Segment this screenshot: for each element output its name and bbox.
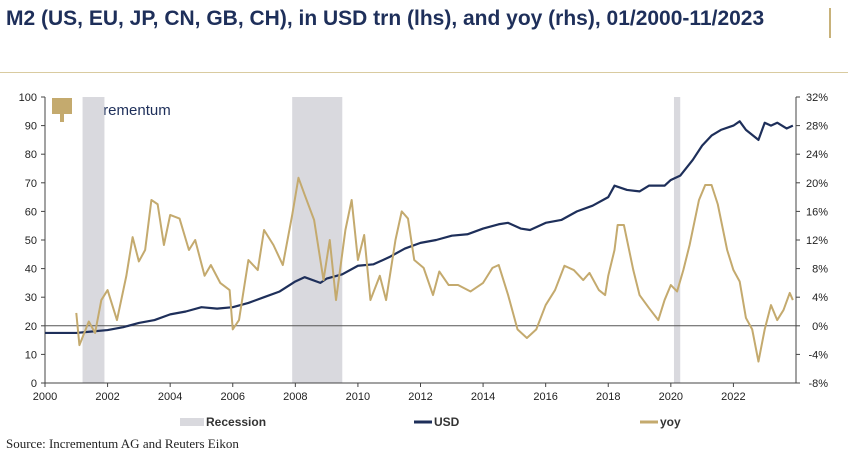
x-tick-label: 2012	[408, 391, 432, 403]
y-left-tick-label: 30	[25, 292, 37, 304]
title-divider	[0, 72, 848, 73]
x-tick-label: 2020	[659, 391, 683, 403]
source-note: Source: Incrementum AG and Reuters Eikon	[6, 436, 239, 451]
x-tick-label: 2008	[283, 391, 307, 403]
series-line-yoy	[75, 176, 794, 363]
legend-label: Recession	[206, 415, 266, 429]
x-tick-label: 2022	[721, 391, 745, 403]
chart: incrementum 0 10 20 30 40 50 60 70 80 90 100 -8% -4%…	[19, 92, 829, 429]
y-left-tick-label: 10	[25, 349, 37, 361]
title-accent-bar	[829, 8, 831, 38]
y-right-tick-label: 8%	[812, 264, 828, 276]
x-tick-label: 2016	[533, 391, 557, 403]
legend-label: USD	[434, 415, 460, 429]
recession-band	[673, 97, 681, 383]
y-right-tick-label: 12%	[806, 235, 828, 247]
y-left-tick-label: 90	[25, 121, 37, 133]
y-left-tick-label: 20	[25, 321, 37, 333]
recession-band	[82, 97, 105, 383]
y-right-tick-label: 28%	[806, 121, 828, 133]
x-tick-label: 2002	[95, 391, 119, 403]
legend-swatch-recession	[180, 418, 204, 426]
y-right-tick-label: 24%	[806, 149, 828, 161]
x-tick-label: 2018	[596, 391, 620, 403]
y-right-tick-label: 16%	[806, 206, 828, 218]
series-line-usd	[45, 120, 794, 335]
y-right-tick-label: 4%	[812, 292, 828, 304]
x-tick-label: 2006	[221, 391, 245, 403]
legend-label: yoy	[660, 415, 681, 429]
y-right-tick-label: 20%	[806, 178, 828, 190]
tree-icon	[52, 98, 72, 114]
y-left-tick-label: 50	[25, 235, 37, 247]
x-tick-label: 2004	[158, 391, 182, 403]
x-tick-label: 2014	[471, 391, 495, 403]
y-right-tick-label: 32%	[806, 92, 828, 104]
y-right-tick-label: -8%	[808, 378, 828, 390]
chart-title: M2 (US, EU, JP, CN, GB, CH), in USD trn …	[6, 7, 765, 30]
y-left-tick-label: 80	[25, 149, 37, 161]
logo-text: incrementum	[84, 102, 171, 119]
y-right-tick-label: -4%	[808, 349, 828, 361]
y-left-tick-label: 40	[25, 264, 37, 276]
y-left-tick-label: 60	[25, 206, 37, 218]
y-left-tick-label: 0	[31, 378, 37, 390]
y-left-tick-label: 100	[19, 92, 37, 104]
incrementum-logo: incrementum	[52, 98, 171, 122]
x-tick-label: 2000	[33, 391, 57, 403]
y-left-tick-label: 70	[25, 178, 37, 190]
y-right-tick-label: 0%	[812, 321, 828, 333]
x-tick-label: 2010	[346, 391, 370, 403]
